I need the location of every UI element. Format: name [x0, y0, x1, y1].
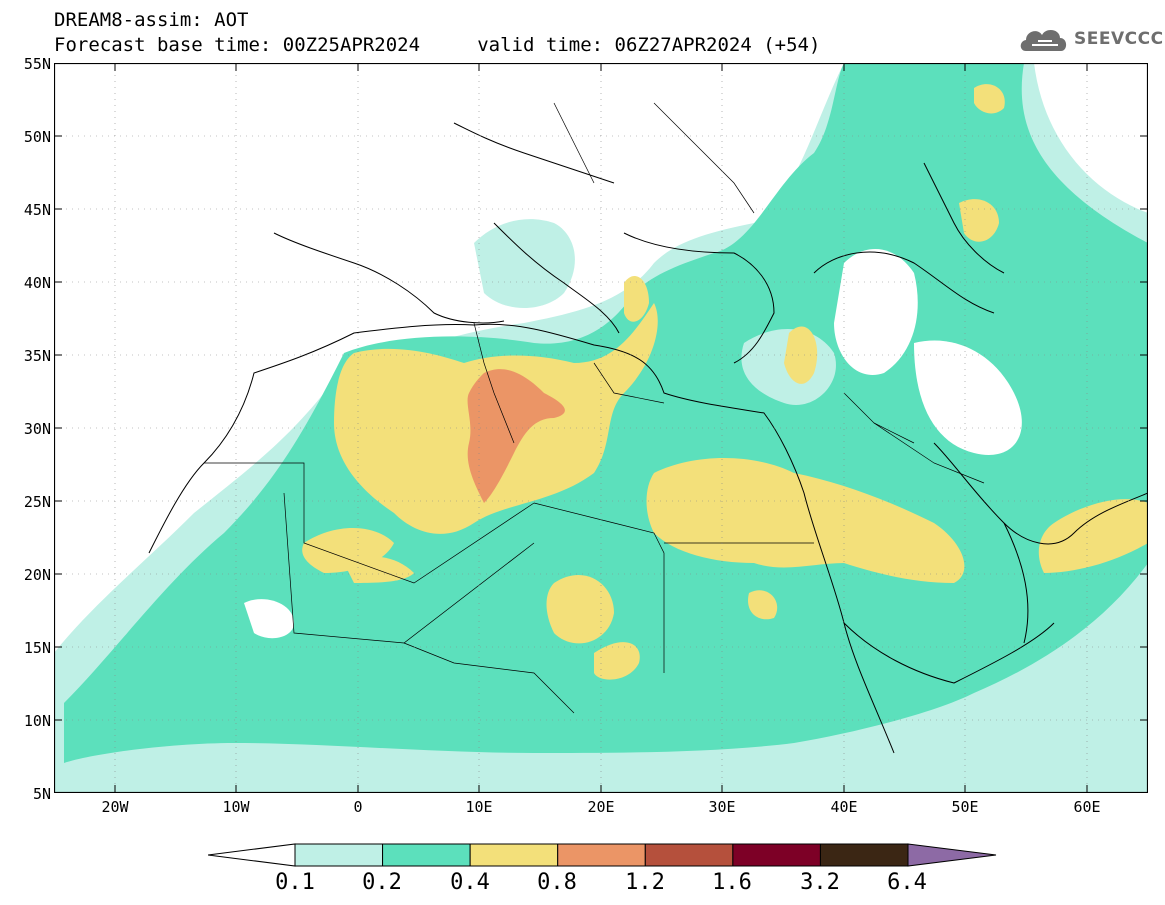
lat-label: 40N: [23, 274, 51, 292]
colorbar-under-triangle: [208, 843, 296, 867]
aot-band-0.4: [302, 84, 1148, 680]
forecast-times: Forecast base time: 00Z25APR2024 valid t…: [54, 34, 821, 56]
colorbar-over-triangle: [907, 843, 997, 867]
lat-label: 25N: [23, 493, 51, 511]
colorbar-box: [469, 843, 559, 867]
lon-label: 20E: [587, 798, 615, 816]
map-border: [54, 63, 1148, 793]
lon-label: 50E: [951, 798, 979, 816]
colorbar-label: 0.8: [537, 870, 577, 895]
colorbar-label: 3.2: [800, 870, 840, 895]
colorbar: [208, 843, 997, 867]
lat-label: 5N: [32, 785, 51, 803]
graticule: [54, 63, 1148, 793]
map-title: DREAM8-assim: AOT: [54, 9, 249, 31]
lat-label: 10N: [23, 712, 51, 730]
borders: [204, 102, 985, 714]
colorbar-box: [819, 843, 909, 867]
colorbar-label: 6.4: [887, 870, 927, 895]
colorbar-box: [557, 843, 646, 867]
colorbar-box: [732, 843, 821, 867]
colorbar-label: 0.4: [450, 870, 490, 895]
coastlines: [148, 122, 1148, 754]
colorbar-box: [294, 843, 384, 867]
lon-label: 60E: [1073, 798, 1101, 816]
lon-label: 40E: [830, 798, 858, 816]
lat-label: 20N: [23, 566, 51, 584]
lat-label: 35N: [23, 347, 51, 365]
colorbar-label: 1.6: [712, 870, 752, 895]
lat-label: 55N: [23, 55, 51, 73]
lon-label: 20W: [101, 798, 129, 816]
colorbar-label: 1.2: [625, 870, 665, 895]
cloud-icon: [1020, 29, 1067, 51]
colorbar-label: 0.2: [362, 870, 402, 895]
logo-text: SEEVCCC: [1074, 29, 1164, 49]
aot-map: [54, 63, 1148, 793]
colorbar-box: [644, 843, 734, 867]
axis-ticks: [54, 63, 1148, 793]
lon-label: 0: [353, 798, 363, 816]
aot-band-0.8: [467, 369, 565, 503]
colorbar-label: 0.1: [275, 870, 315, 895]
lat-label: 30N: [23, 420, 51, 438]
lat-label: 45N: [23, 201, 51, 219]
colorbar-box: [382, 843, 471, 867]
lon-label: 30E: [708, 798, 736, 816]
lon-label: 10E: [465, 798, 493, 816]
lat-label: 50N: [23, 128, 51, 146]
lat-label: 15N: [23, 639, 51, 657]
lon-label: 10W: [222, 798, 250, 816]
seevccc-logo: SEEVCCC: [1018, 23, 1163, 57]
